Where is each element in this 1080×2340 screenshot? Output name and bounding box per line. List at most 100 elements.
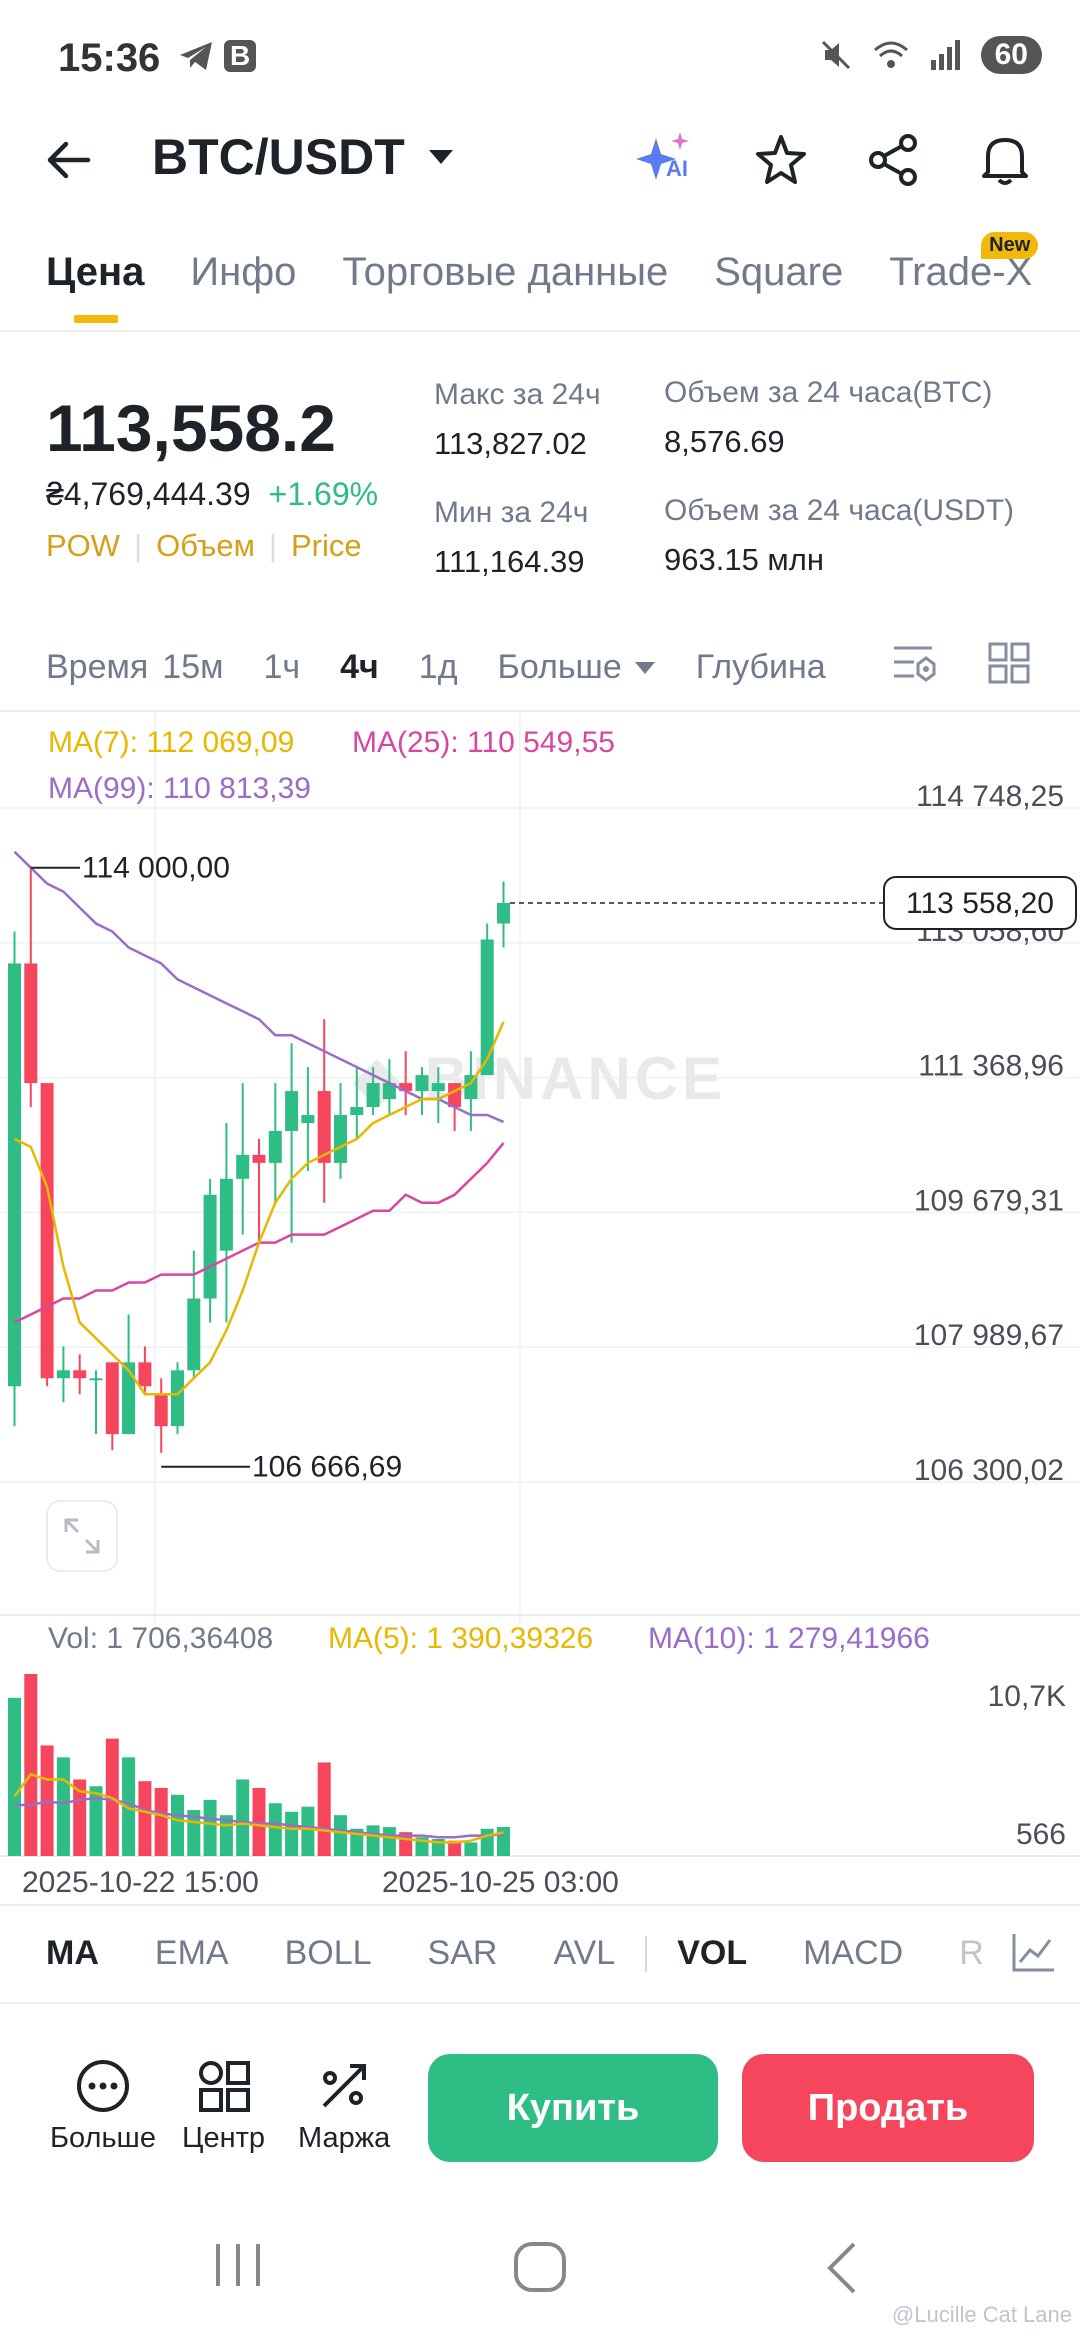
pair-selector[interactable]: BTC/USDT (152, 128, 455, 186)
ma99-legend: MA(99): 110 813,39 (48, 772, 311, 805)
tab-info[interactable]: Инфо (190, 250, 297, 294)
tab-price[interactable]: Цена (46, 250, 145, 323)
tag-pow[interactable]: POW (46, 528, 121, 563)
volume-chart[interactable] (0, 1660, 1080, 1860)
recent-apps-icon[interactable] (212, 2240, 264, 2290)
volume-bar (252, 1787, 266, 1856)
fiat-price: ₴4,769,444.39 (46, 476, 251, 512)
volume-axis-min: 566 (1015, 1818, 1066, 1851)
volume-bar (154, 1787, 168, 1856)
share-icon[interactable] (866, 133, 920, 187)
apps-grid-icon (198, 2061, 250, 2112)
pair-title: BTC/USDT (152, 129, 405, 185)
indicator-ema[interactable]: EMA (154, 1934, 229, 1972)
tag-price[interactable]: Price (290, 528, 362, 563)
candle (89, 1378, 103, 1381)
buy-button[interactable]: Купить (428, 2054, 718, 2162)
volume-bar (8, 1697, 21, 1856)
timeframe-label: Время (46, 648, 149, 686)
indicator-chart-icon[interactable] (1010, 1930, 1058, 1974)
ma7-line (13, 1021, 505, 1396)
volume-ma5-legend: MA(5): 1 390,39326 (328, 1622, 594, 1655)
candle (317, 1091, 331, 1163)
tf-1h[interactable]: 1ч (263, 648, 301, 686)
caret-down-icon (428, 150, 453, 164)
candle (56, 1370, 70, 1379)
sell-button[interactable]: Продать (742, 2054, 1034, 2162)
home-icon[interactable] (512, 2240, 568, 2296)
tf-1d[interactable]: 1д (418, 648, 458, 686)
stat-high: Макс за 24ч 113,827.02 (434, 378, 601, 462)
wifi-icon (873, 41, 908, 68)
indicator-avl[interactable]: AVL (553, 1934, 616, 1972)
high-marker-label: 114 000,00 (82, 852, 230, 885)
chart-settings-icon[interactable] (892, 642, 938, 684)
new-badge: New (981, 232, 1039, 259)
volume-bar (480, 1828, 494, 1856)
indicator-separator (645, 1935, 648, 1972)
nav-back-icon[interactable] (822, 2240, 862, 2296)
candle (350, 1107, 364, 1116)
stat-vol-usdt-value: 963.15 млн (664, 542, 824, 577)
ma7-legend: MA(7): 112 069,09 (48, 726, 295, 759)
candle (122, 1362, 136, 1435)
expand-icon (64, 1518, 100, 1554)
tab-bar: Цена Инфо Торговые данные Square Trade-X… (46, 232, 1039, 323)
margin-action[interactable]: Маржа (298, 2058, 390, 2155)
tag-volume[interactable]: Объем (156, 528, 255, 563)
stat-high-label: Макс за 24ч (434, 378, 601, 411)
stat-vol-btc-label: Объем за 24 часа(BTC) (664, 376, 993, 409)
status-left-icons: B (178, 40, 257, 72)
volume-bar (24, 1674, 38, 1856)
indicator-sar[interactable]: SAR (427, 1934, 498, 1972)
indicator-macd[interactable]: MACD (803, 1934, 904, 1972)
stat-low-value: 111,164.39 (434, 544, 585, 579)
tf-15m[interactable]: 15м (162, 648, 224, 686)
y-axis-label: 114 748,25 (916, 780, 1064, 813)
indicator-ma[interactable]: MA (46, 1934, 99, 1972)
layout-grid-icon[interactable] (988, 642, 1030, 684)
tabs-divider (0, 330, 1080, 332)
tf-more[interactable]: Больше (498, 648, 656, 687)
credit-watermark: @Lucille Cat Lane (891, 2302, 1072, 2327)
candle (301, 1115, 315, 1123)
back-button[interactable] (42, 132, 98, 193)
volume-bar (56, 1757, 70, 1856)
y-axis-label: 107 989,67 (914, 1319, 1064, 1352)
indicator-vol[interactable]: VOL (677, 1934, 748, 1972)
more-action[interactable]: Больше (50, 2058, 156, 2155)
candle (431, 1083, 445, 1092)
candle (105, 1362, 119, 1435)
center-action[interactable]: Центр (182, 2058, 265, 2155)
indicator-boll[interactable]: BOLL (284, 1934, 372, 1972)
more-dots-icon (76, 2060, 129, 2112)
volume-bar (138, 1781, 152, 1856)
tab-trade-x[interactable]: Trade-X New (889, 232, 1039, 295)
candle (334, 1115, 347, 1163)
indicator-bar: MA EMA BOLL SAR AVL VOL MACD R (46, 1934, 984, 1973)
fullscreen-button[interactable] (46, 1500, 118, 1572)
tab-trading-data[interactable]: Торговые данные (342, 250, 669, 294)
stat-low: Мин за 24ч 111,164.39 (434, 496, 588, 580)
indicator-rsi[interactable]: R (959, 1934, 984, 1972)
tf-4h[interactable]: 4ч (340, 648, 379, 686)
candle (219, 1178, 233, 1251)
candle (187, 1298, 201, 1371)
volume-legend: Vol: 1 706,36408 (48, 1622, 274, 1655)
volume-divider (0, 1614, 1080, 1616)
candle (24, 963, 38, 1084)
star-icon[interactable] (754, 133, 808, 187)
bell-icon[interactable] (978, 132, 1032, 188)
stat-low-label: Мин за 24ч (434, 496, 589, 529)
y-axis-label: 106 300,02 (914, 1454, 1064, 1487)
ai-button[interactable]: AI (636, 132, 696, 188)
volume-bar (334, 1815, 347, 1856)
tab-square[interactable]: Square (714, 250, 844, 294)
tf-more-label: Больше (497, 648, 622, 686)
stat-vol-btc-value: 8,576.69 (664, 424, 785, 459)
current-price-tag (883, 875, 1077, 930)
volume-bar (464, 1842, 478, 1856)
volume-bar (236, 1779, 250, 1856)
tf-depth[interactable]: Глубина (695, 648, 826, 686)
